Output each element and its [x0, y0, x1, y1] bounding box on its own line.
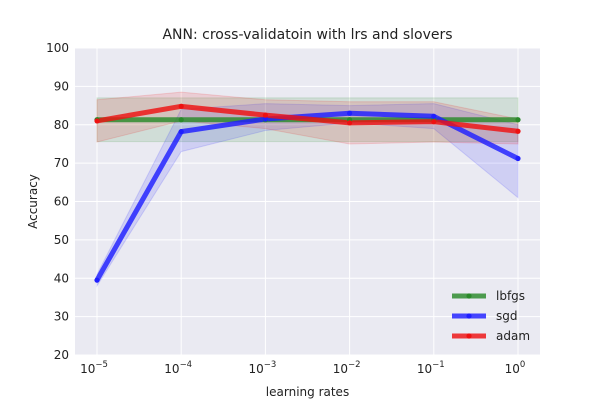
x-tick-label: 10−1: [417, 360, 445, 376]
y-tick-label: 80: [54, 118, 69, 132]
point-adam: [262, 112, 268, 118]
grid-lines: [75, 47, 540, 356]
point-adam: [515, 128, 521, 134]
point-sgd: [347, 110, 353, 116]
x-tick-base: 10: [333, 362, 348, 376]
point-lbfgs: [515, 117, 521, 123]
point-sgd: [94, 277, 100, 283]
y-tick-label: 40: [54, 271, 69, 285]
x-tick-exponent: −4: [180, 360, 193, 370]
series-points: [94, 103, 521, 283]
x-axis-label: learning rates: [266, 385, 349, 399]
y-tick-label: 100: [46, 41, 69, 55]
legend-marker: [466, 333, 472, 339]
x-tick-exponent: 0: [520, 360, 525, 370]
line-adam: [96, 103, 519, 134]
point-lbfgs: [178, 117, 184, 123]
x-tick-exponent: −2: [348, 360, 361, 370]
x-tick-label: 10−3: [248, 360, 276, 376]
legend-item-sgd: sgd: [452, 309, 518, 323]
y-tick-label: 90: [54, 79, 69, 93]
y-tick-label: 30: [54, 310, 69, 324]
x-tick-base: 10: [417, 362, 432, 376]
x-tick-label: 10−5: [80, 360, 108, 376]
legend: lbfgs sgd adam: [452, 289, 530, 343]
y-tick-label: 50: [54, 233, 69, 247]
y-tick-label: 60: [54, 195, 69, 209]
point-adam: [178, 103, 184, 109]
chart-title: ANN: cross-validatoin with lrs and slove…: [162, 27, 452, 43]
x-tick-exponent: −1: [432, 360, 445, 370]
point-adam: [347, 120, 353, 126]
legend-label: lbfgs: [496, 289, 525, 303]
y-axis-label: Accuracy: [26, 174, 40, 229]
point-sgd: [178, 129, 184, 135]
legend-item-lbfgs: lbfgs: [452, 289, 525, 303]
point-adam: [431, 119, 437, 125]
x-tick-base: 10: [248, 362, 263, 376]
x-tick-exponent: −3: [264, 360, 277, 370]
legend-label: adam: [496, 329, 530, 343]
y-tick-label: 20: [54, 348, 69, 362]
point-sgd: [515, 155, 521, 162]
x-tick-base: 10: [80, 362, 95, 376]
x-tick-exponent: −5: [95, 360, 108, 370]
legend-marker: [466, 313, 472, 319]
point-adam: [94, 118, 100, 124]
x-tick-base: 10: [164, 362, 179, 376]
legend-item-adam: adam: [452, 329, 530, 343]
x-tick-label: 100: [505, 360, 526, 376]
x-tick-base: 10: [505, 362, 520, 376]
point-sgd: [262, 116, 268, 122]
series-lines: [94, 103, 520, 282]
point-sgd: [431, 113, 437, 119]
x-tick-label: 10−2: [333, 360, 361, 376]
y-tick-label: 70: [54, 156, 69, 170]
legend-marker: [466, 293, 472, 299]
x-tick-label: 10−4: [164, 360, 192, 376]
legend-label: sgd: [496, 309, 518, 323]
